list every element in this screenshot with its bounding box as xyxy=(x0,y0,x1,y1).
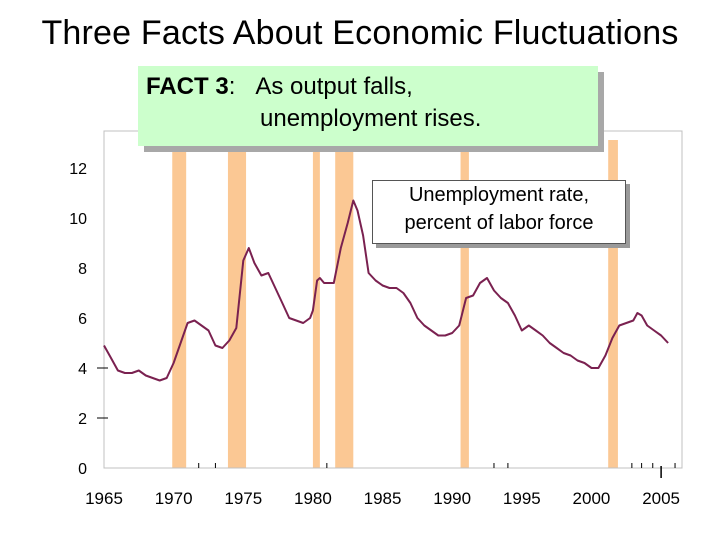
x-tick-labels: 1965 1970 1975 1980 1985 1990 1995 2000 2005 xyxy=(85,489,680,508)
recession-band xyxy=(312,140,320,468)
recession-band xyxy=(172,140,187,468)
x-tick-label: 1970 xyxy=(155,489,193,508)
recession-band xyxy=(608,140,618,468)
x-tick-label: 1975 xyxy=(224,489,262,508)
fact-line-1: As output falls, xyxy=(255,73,413,100)
y-tick-label: 10 xyxy=(69,211,87,228)
annotation-line-2: percent of labor force xyxy=(404,212,594,234)
x-tick-marks xyxy=(198,463,676,478)
slide-title: Three Facts About Economic Fluctuations xyxy=(41,14,679,52)
x-tick-label: 1985 xyxy=(364,489,402,508)
x-tick-label: 1990 xyxy=(433,489,471,508)
x-tick-label: 1965 xyxy=(85,489,123,508)
fact-colon: : xyxy=(228,73,236,100)
fact-heading: FACT 3: As output falls, xyxy=(146,72,413,102)
fact-3-callout: FACT 3: As output falls, unemployment ri… xyxy=(138,66,598,146)
y-tick-label: 0 xyxy=(78,461,87,478)
annotation-line-1: Unemployment rate, xyxy=(408,184,590,206)
x-tick-label: 1995 xyxy=(503,489,541,508)
y-tick-label: 12 xyxy=(69,161,87,178)
x-tick-label: 2005 xyxy=(642,489,680,508)
fact-label: FACT 3 xyxy=(146,73,229,100)
y-tick-label: 8 xyxy=(78,261,87,278)
recession-band xyxy=(335,140,354,468)
y-tick-label: 4 xyxy=(78,361,87,378)
unemployment-rate-line xyxy=(103,199,669,382)
x-tick-label: 2000 xyxy=(573,489,611,508)
y-tick-labels: 0 2 4 6 8 10 12 xyxy=(69,161,108,478)
recession-band xyxy=(227,140,247,468)
fact-line-2: unemployment rises. xyxy=(260,105,482,132)
series-annotation-box: Unemployment rate, percent of labor forc… xyxy=(372,180,626,244)
y-tick-label: 2 xyxy=(78,411,87,428)
y-tick-label: 6 xyxy=(78,311,87,328)
x-tick-label: 1980 xyxy=(294,489,332,508)
